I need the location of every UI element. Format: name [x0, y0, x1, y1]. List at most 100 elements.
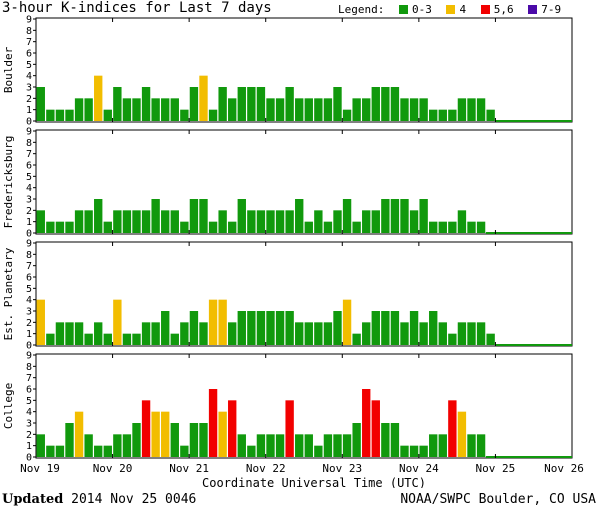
k-index-bar	[419, 445, 428, 457]
k-index-bar	[170, 210, 179, 233]
k-index-bar	[409, 311, 419, 345]
k-index-bar	[457, 98, 467, 121]
k-index-bar	[218, 210, 227, 233]
k-index-bar	[122, 333, 132, 345]
k-index-bar	[36, 434, 45, 457]
panel-label: Est. Planetary	[2, 247, 15, 340]
k-index-bar	[74, 210, 84, 233]
k-index-bar	[256, 210, 266, 233]
k-index-bar	[84, 98, 93, 121]
legend-range: 4	[459, 3, 467, 16]
y-tick-label: 4	[26, 183, 32, 194]
k-index-bar	[247, 445, 256, 457]
k-index-bar	[390, 311, 400, 345]
k-index-bar	[295, 322, 304, 345]
y-tick-label: 2	[26, 430, 32, 441]
k-index-bar	[362, 389, 371, 457]
k-index-bar	[256, 434, 266, 457]
k-index-bar	[189, 423, 199, 457]
k-index-bar	[55, 445, 65, 457]
legend-swatch-purple	[528, 5, 538, 14]
k-index-bar	[419, 98, 428, 121]
k-index-bar	[132, 98, 141, 121]
k-index-bar	[323, 434, 333, 457]
y-tick-label: 8	[26, 250, 32, 261]
k-index-bar	[371, 311, 380, 345]
k-index-bar	[457, 322, 467, 345]
k-index-bar	[65, 322, 74, 345]
k-index-bar	[218, 411, 227, 457]
x-tick-label: Nov 19	[20, 462, 60, 475]
k-index-bar	[237, 311, 246, 345]
k-index-bar	[438, 434, 447, 457]
y-tick-label: 7	[26, 373, 32, 384]
k-index-bar	[400, 322, 409, 345]
k-index-bar	[161, 98, 170, 121]
y-tick-label: 9	[26, 239, 32, 250]
k-index-bar	[46, 333, 55, 345]
y-tick-label: 4	[26, 71, 32, 82]
k-index-bar	[122, 434, 132, 457]
y-tick-label: 3	[26, 83, 32, 94]
legend-range: 5,6	[493, 3, 514, 16]
k-index-bar	[362, 322, 371, 345]
k-index-bar	[285, 400, 294, 457]
k-index-bar	[46, 445, 55, 457]
k-index-bar	[429, 109, 438, 121]
y-tick-label: 3	[26, 419, 32, 430]
k-index-bar	[438, 322, 447, 345]
y-tick-label: 0	[26, 117, 32, 128]
k-index-bar	[486, 109, 495, 121]
k-index-bar	[390, 423, 400, 457]
k-index-bar	[333, 210, 342, 233]
k-index-bar	[94, 199, 103, 233]
k-index-bar	[342, 434, 352, 457]
k-index-bar	[304, 221, 313, 233]
k-index-bar	[314, 445, 323, 457]
k-index-bar	[208, 299, 218, 345]
y-tick-label: 7	[26, 149, 32, 160]
k-index-bar	[228, 221, 237, 233]
y-tick-label: 2	[26, 206, 32, 217]
x-tick-label: Nov 21	[169, 462, 209, 475]
k-index-bar	[409, 98, 419, 121]
k-index-bar	[151, 98, 160, 121]
k-index-bar	[208, 221, 218, 233]
y-tick-label: 7	[26, 261, 32, 272]
panel-label: Boulder	[2, 46, 15, 93]
k-index-bar	[180, 322, 189, 345]
y-tick-label: 7	[26, 37, 32, 48]
y-tick-label: 0	[26, 453, 32, 464]
k-index-bar	[323, 322, 333, 345]
k-index-bar	[256, 311, 266, 345]
legend-item-5-6: 5,6	[480, 3, 514, 16]
k-index-bar	[304, 322, 313, 345]
k-index-bar	[247, 311, 256, 345]
k-index-bar	[199, 322, 208, 345]
y-tick-label: 4	[26, 407, 32, 418]
panel-label: College	[2, 383, 15, 429]
k-index-bar	[180, 445, 189, 457]
k-index-bar	[400, 445, 409, 457]
k-index-bar	[400, 98, 409, 121]
k-index-bar	[94, 75, 103, 121]
k-index-bar	[151, 411, 160, 457]
updated-timestamp: Updated 2014 Nov 25 0046	[2, 492, 196, 507]
k-index-bar	[381, 423, 390, 457]
k-index-bar	[476, 221, 486, 233]
k-index-bar	[342, 109, 352, 121]
y-tick-label: 2	[26, 94, 32, 105]
k-index-bar	[170, 333, 179, 345]
k-index-bar	[208, 389, 218, 457]
k-index-bar	[304, 434, 313, 457]
k-index-bar	[247, 210, 256, 233]
y-tick-label: 5	[26, 172, 32, 183]
legend-swatch-green	[398, 5, 408, 14]
k-index-bar	[132, 423, 141, 457]
k-index-bar	[467, 221, 476, 233]
k-index-bar	[467, 322, 476, 345]
k-index-bar	[457, 411, 467, 457]
k-index-bar	[352, 333, 361, 345]
y-tick-label: 3	[26, 195, 32, 206]
k-index-bar	[448, 221, 457, 233]
